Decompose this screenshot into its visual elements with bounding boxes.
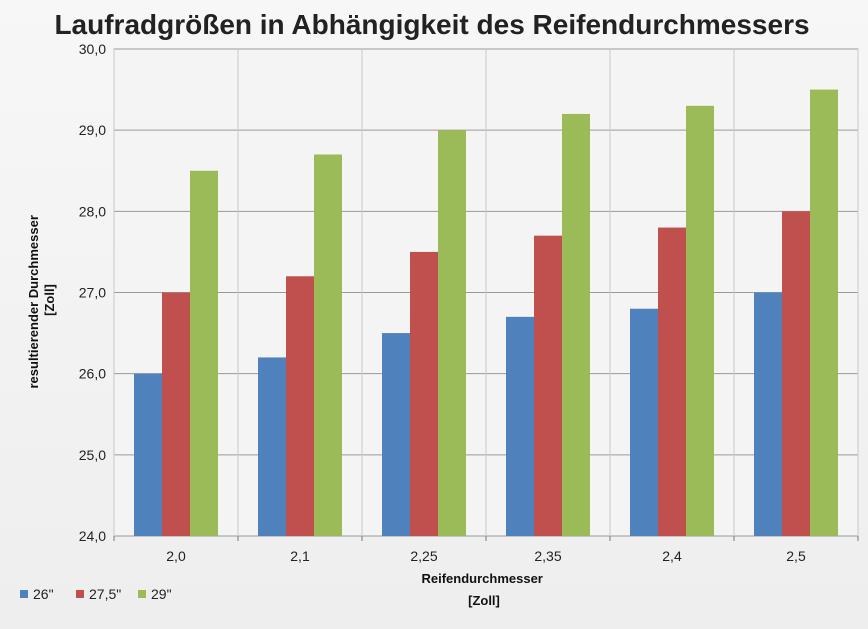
legend-label: 27,5" [89, 586, 121, 602]
y-tick-label: 30,0 [79, 41, 106, 57]
x-tick-label: 2,4 [662, 548, 682, 564]
x-axis-label: Reifendurchmesser [Zoll] [421, 571, 546, 608]
legend-label: 26" [33, 586, 54, 602]
bar [562, 113, 590, 536]
bar [190, 170, 218, 536]
legend-swatch [138, 590, 146, 598]
bar [314, 154, 342, 536]
y-tick-label: 25,0 [79, 447, 106, 463]
bar [782, 211, 810, 537]
bar [658, 227, 686, 537]
legend-swatch [76, 590, 84, 598]
x-axis-label-line-1: Reifendurchmesser [421, 571, 542, 586]
x-tick-label: 2,35 [534, 548, 561, 564]
bar [506, 316, 534, 536]
y-axis-label-line-2: [Zoll] [42, 284, 57, 316]
x-tick-label: 2,25 [410, 548, 437, 564]
bar [534, 235, 562, 536]
bar [630, 308, 658, 536]
bar [258, 357, 286, 536]
bar [382, 333, 410, 536]
bar [754, 292, 782, 536]
y-tick-label: 27,0 [79, 285, 106, 301]
x-tick-label: 2,1 [290, 548, 310, 564]
bar [810, 89, 838, 536]
y-axis-label: resultierender Durchmesser [Zoll] [26, 211, 57, 388]
bar [686, 105, 714, 537]
bar [162, 292, 190, 536]
y-tick-label: 24,0 [79, 528, 106, 544]
bar [286, 276, 314, 536]
y-tick-label: 29,0 [79, 122, 106, 138]
bar [134, 373, 162, 536]
legend-swatch [20, 590, 28, 598]
y-tick-label: 28,0 [79, 203, 106, 219]
x-tick-label: 2,5 [786, 548, 806, 564]
legend-label: 29" [151, 586, 172, 602]
bars [134, 89, 838, 537]
y-axis-label-line-1: resultierender Durchmesser [26, 215, 41, 388]
bar [410, 251, 438, 536]
x-tick-label: 2,0 [166, 548, 186, 564]
legend: 26" 27,5" 29" [20, 586, 172, 602]
y-axis-ticks: 24,0 25,0 26,0 27,0 28,0 29,0 30,0 [79, 41, 106, 544]
x-axis-ticks: 2,0 2,1 2,25 2,35 2,4 2,5 [113, 536, 859, 564]
bar [438, 130, 466, 536]
x-axis-label-line-2: [Zoll] [468, 593, 500, 608]
y-tick-label: 26,0 [79, 366, 106, 382]
chart-title: Laufradgrößen in Abhängigkeit des Reifen… [54, 9, 809, 40]
